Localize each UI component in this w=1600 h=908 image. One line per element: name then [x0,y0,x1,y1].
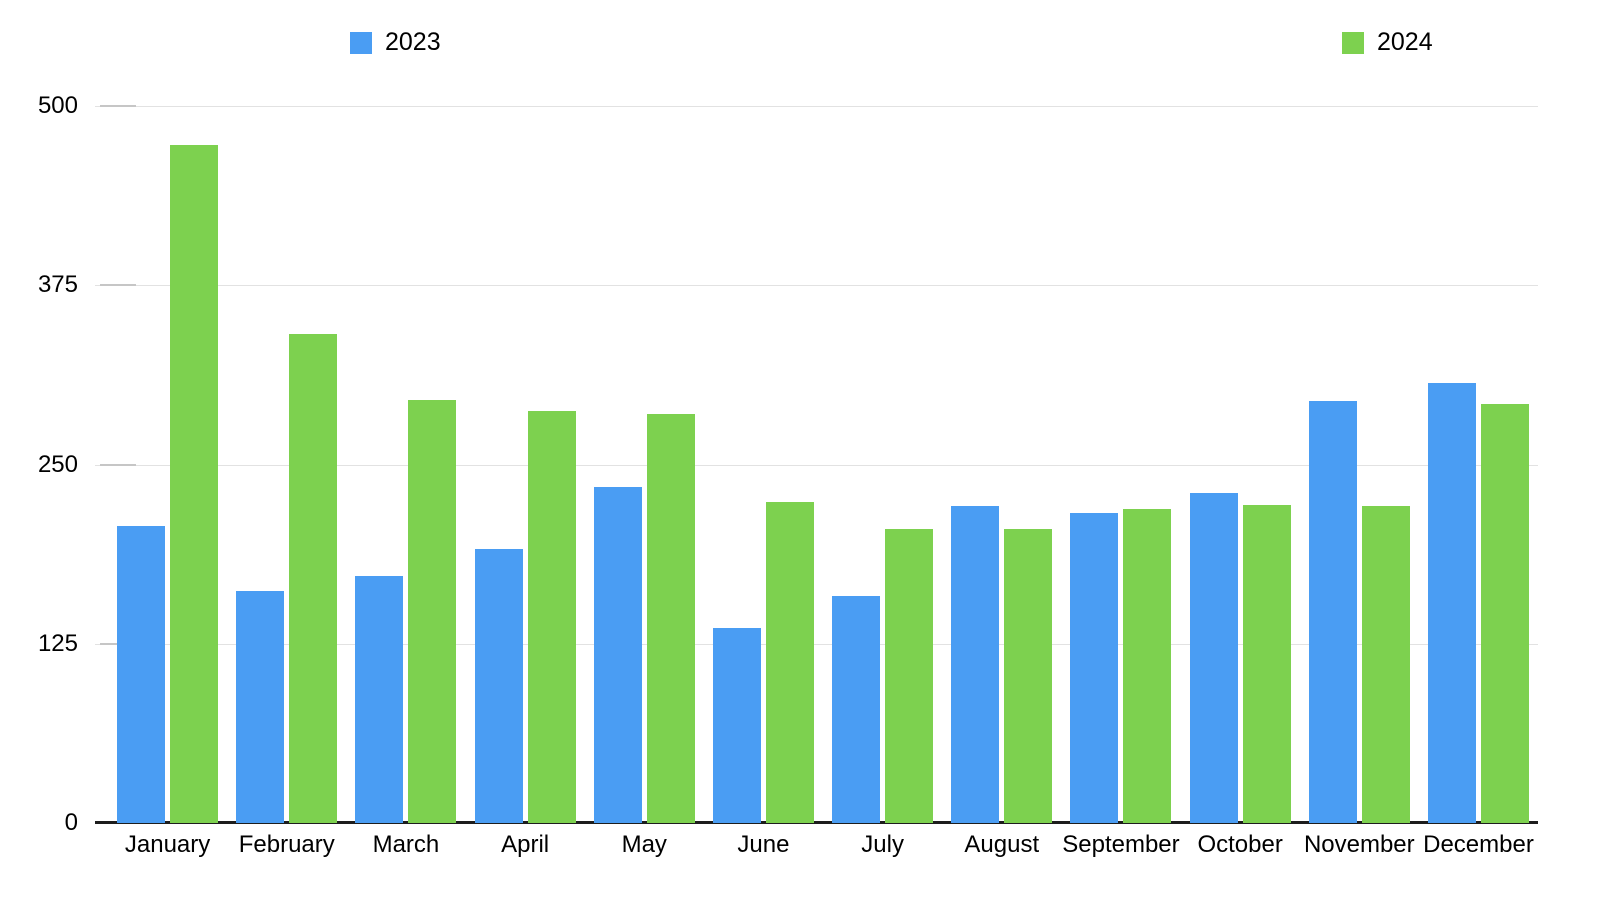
bar-january-2023[interactable] [117,526,166,823]
bar-november-2023[interactable] [1308,401,1357,823]
y-tick-mark-375 [100,284,136,287]
bar-july-2023[interactable] [832,596,881,823]
y-axis-tick-label-500: 500 [37,92,78,119]
y-axis-tick-label-125: 125 [37,629,78,657]
bar-group-july [823,106,942,823]
x-axis-line [95,821,1538,824]
legend-item-2023[interactable]: 2023 [350,28,441,57]
bar-december-2024[interactable] [1480,404,1529,823]
gridline-125 [95,643,1538,645]
x-axis: January February March April May June July Augu… [108,831,1538,859]
bar-august-2023[interactable] [951,506,1000,823]
x-axis-label-december: December [1423,831,1534,858]
legend-label-2024: 2024 [1377,28,1433,56]
bar-october-2024[interactable] [1242,504,1291,823]
x-axis-label-july: July [861,831,904,858]
y-axis-tick-label-250: 250 [37,450,78,478]
legend-item-2024[interactable]: 2024 [1342,28,1433,57]
bar-group-october [1181,106,1300,823]
y-tick-mark-500 [100,105,136,107]
x-axis-label-april: April [501,831,550,858]
x-axis-label-november: November [1303,831,1415,858]
bar-july-2024[interactable] [885,529,934,823]
y-axis-tick-label-0: 0 [64,809,78,836]
bar-april-2024[interactable] [527,411,576,823]
bar-group-december [1419,106,1538,823]
bar-january-2024[interactable] [170,144,219,823]
x-axis-label-june: June [737,831,790,858]
legend-swatch-2023-icon [350,31,372,54]
bar-march-2024[interactable] [408,399,457,823]
gridline-375 [95,285,1538,287]
bar-group-february [227,106,346,823]
legend-label-2023: 2023 [385,28,441,56]
bar-group-april [466,106,585,823]
bars-container [108,106,1538,823]
bar-group-may [585,106,704,823]
x-axis-label-march: March [372,831,440,858]
y-tick-mark-250 [100,463,136,466]
gridline-250 [95,464,1538,466]
bar-group-march [346,106,465,823]
bar-group-august [942,106,1061,823]
legend-swatch-2024-icon [1342,31,1364,54]
y-axis-tick-label-375: 375 [37,271,78,299]
bar-december-2023[interactable] [1427,382,1476,823]
bar-group-november [1300,106,1419,823]
bar-february-2023[interactable] [236,590,285,823]
bar-october-2023[interactable] [1189,493,1238,823]
x-axis-label-february: February [238,831,335,858]
bar-september-2023[interactable] [1070,513,1119,823]
y-axis: 0 125 250 375 500 [0,92,78,836]
bar-group-june [704,106,823,823]
x-axis-label-august: August [964,831,1040,858]
bar-june-2023[interactable] [712,627,761,823]
bar-november-2024[interactable] [1361,506,1410,823]
bar-may-2024[interactable] [646,414,695,823]
x-axis-label-october: October [1197,831,1283,858]
bar-group-september [1061,106,1180,823]
x-axis-label-may: May [621,831,667,858]
x-axis-label-september: September [1062,831,1180,858]
bar-september-2024[interactable] [1123,508,1172,823]
bar-march-2023[interactable] [355,576,404,823]
bar-april-2023[interactable] [474,549,523,823]
gridline-500 [95,106,1538,107]
bar-june-2024[interactable] [765,501,814,823]
bar-may-2023[interactable] [593,487,642,823]
bar-august-2024[interactable] [1004,529,1053,823]
bar-group-january [108,106,227,823]
x-axis-label-january: January [124,831,211,858]
bar-february-2024[interactable] [289,334,338,823]
